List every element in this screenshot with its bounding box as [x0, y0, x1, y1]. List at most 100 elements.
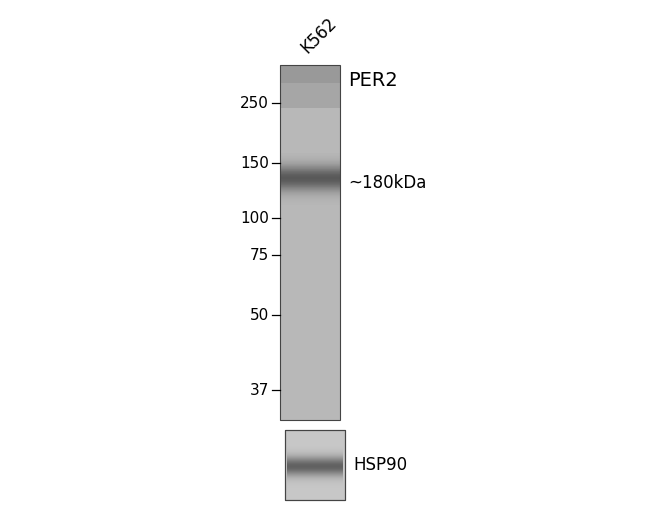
Bar — [287, 453, 343, 456]
Bar — [287, 483, 343, 485]
Bar — [280, 274, 340, 275]
Bar — [280, 181, 340, 184]
Bar — [280, 249, 340, 250]
Bar — [280, 176, 340, 178]
Bar — [280, 207, 340, 209]
Bar — [280, 174, 340, 176]
Bar — [287, 476, 343, 478]
Bar — [280, 311, 340, 313]
Bar — [280, 263, 340, 264]
Bar — [280, 154, 340, 156]
Bar — [280, 169, 340, 171]
Bar — [287, 466, 343, 469]
Bar — [280, 384, 340, 386]
Bar — [280, 216, 340, 218]
Bar — [280, 399, 340, 400]
Bar — [280, 194, 340, 197]
Bar — [280, 115, 340, 116]
Bar — [280, 160, 340, 161]
Bar — [280, 288, 340, 289]
Bar — [280, 396, 340, 398]
Bar — [280, 111, 340, 113]
Bar — [280, 203, 340, 205]
Bar — [280, 129, 340, 131]
Bar — [280, 83, 340, 84]
Bar — [280, 262, 340, 263]
Bar — [280, 155, 340, 158]
Bar — [280, 166, 340, 168]
Bar — [280, 414, 340, 416]
Bar — [280, 335, 340, 336]
Bar — [280, 211, 340, 212]
Bar — [280, 181, 340, 183]
Bar — [280, 226, 340, 228]
Bar — [280, 212, 340, 213]
Bar — [280, 86, 340, 88]
Bar — [280, 102, 340, 103]
Bar — [280, 176, 340, 178]
Text: 37: 37 — [250, 383, 269, 397]
Bar — [280, 153, 340, 156]
Bar — [287, 484, 343, 486]
Bar — [280, 168, 340, 170]
Bar — [287, 486, 343, 488]
Bar — [280, 332, 340, 334]
Bar — [280, 161, 340, 163]
Bar — [280, 187, 340, 190]
Bar — [280, 412, 340, 413]
Bar — [280, 281, 340, 283]
Bar — [280, 392, 340, 393]
Bar — [280, 159, 340, 161]
Bar — [280, 200, 340, 202]
Bar — [280, 228, 340, 230]
Text: 250: 250 — [240, 96, 269, 111]
Bar — [280, 401, 340, 403]
Bar — [280, 224, 340, 225]
Bar — [287, 452, 343, 454]
Bar — [280, 300, 340, 301]
Bar — [280, 187, 340, 189]
Bar — [280, 271, 340, 272]
Bar — [280, 199, 340, 202]
Bar — [287, 462, 343, 464]
Bar — [280, 296, 340, 297]
Bar — [280, 196, 340, 199]
Bar — [280, 418, 340, 419]
Bar — [280, 201, 340, 203]
Bar — [287, 474, 343, 476]
Bar — [285, 430, 345, 500]
Bar — [280, 199, 340, 201]
Bar — [280, 171, 340, 172]
Bar — [287, 450, 343, 452]
Bar — [280, 275, 340, 276]
Bar — [280, 162, 340, 164]
Bar — [280, 237, 340, 238]
Bar — [287, 457, 343, 459]
Bar — [280, 382, 340, 384]
Bar — [280, 375, 340, 376]
Bar — [280, 155, 340, 158]
Bar — [280, 389, 340, 391]
Bar — [280, 165, 340, 167]
Bar — [280, 169, 340, 171]
Bar — [280, 339, 340, 340]
Bar — [280, 165, 340, 167]
Bar — [280, 419, 340, 421]
Bar — [287, 446, 343, 448]
Bar — [280, 163, 340, 165]
Bar — [287, 453, 343, 456]
Bar — [287, 450, 343, 452]
Bar — [280, 160, 340, 162]
Bar — [280, 188, 340, 190]
Bar — [280, 195, 340, 197]
Bar — [280, 183, 340, 185]
Bar — [287, 455, 343, 457]
Bar — [280, 318, 340, 320]
Bar — [280, 134, 340, 135]
Bar — [280, 334, 340, 335]
Bar — [280, 417, 340, 418]
Bar — [287, 471, 343, 474]
Bar — [280, 353, 340, 354]
Bar — [280, 405, 340, 406]
Bar — [287, 447, 343, 449]
